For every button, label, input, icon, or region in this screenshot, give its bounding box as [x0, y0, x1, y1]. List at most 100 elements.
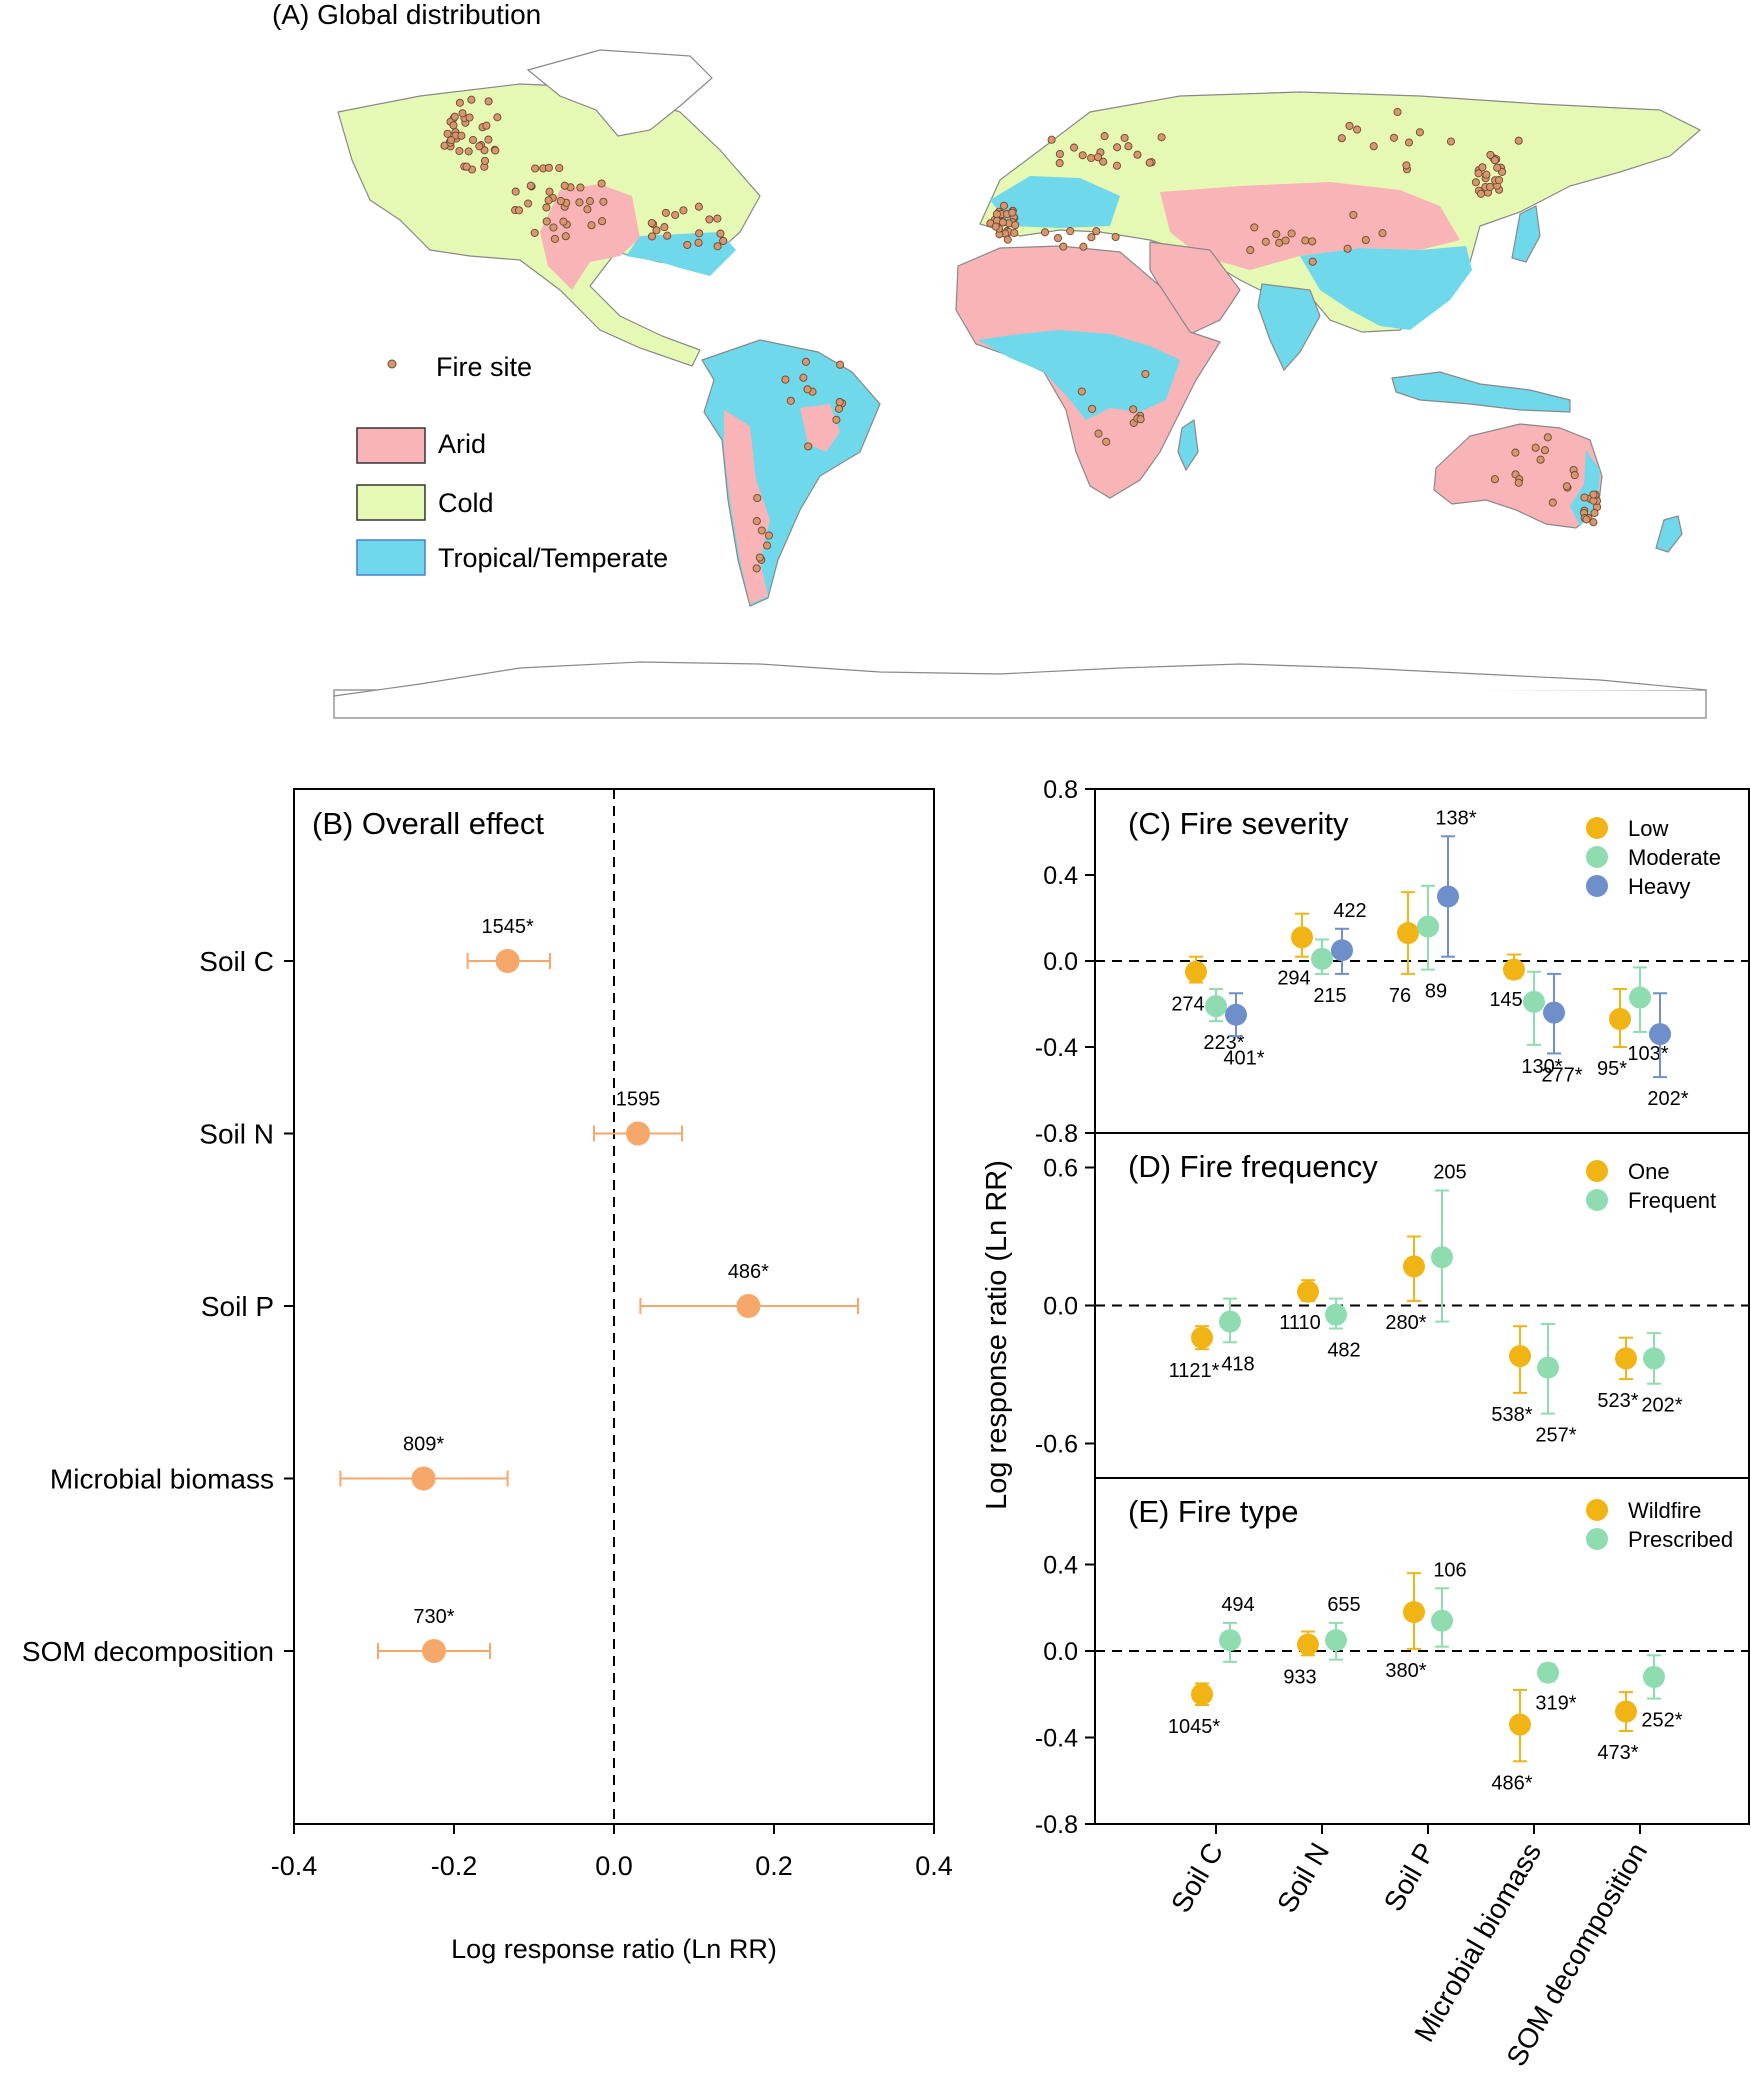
- point: [1225, 1003, 1247, 1026]
- fire-site-dot: [1308, 237, 1317, 246]
- fire-site-dot: [549, 223, 558, 232]
- point-label: 252*: [1641, 1710, 1682, 1732]
- fire-site-dot: [1102, 437, 1111, 446]
- fire-site-dot: [1078, 151, 1087, 160]
- panel-b-plot: -0.4 -0.2 0.0 0.2 0.4 Soil C 1545* Soil N 1595 So…: [22, 789, 953, 1881]
- fire-site-dot: [1562, 482, 1571, 491]
- fire-site-dot: [1345, 121, 1354, 130]
- panel-b-xtick-label: 0.2: [755, 1851, 793, 1881]
- fire-site-dot: [719, 236, 728, 245]
- point-label: 106: [1433, 1559, 1466, 1581]
- fire-site-dot: [559, 217, 568, 226]
- fire-site-dot: [764, 531, 773, 540]
- panel-b-point: [736, 1294, 761, 1318]
- fire-site-dot: [542, 203, 551, 212]
- fire-site-dot: [1590, 508, 1599, 518]
- point: [1537, 1356, 1559, 1379]
- panel-c-title: (C) Fire severity: [1128, 806, 1349, 841]
- panel-b-xlabel: Log response ratio (Ln RR): [451, 1934, 777, 1964]
- fire-site-dot: [1582, 515, 1591, 524]
- fire-site-dot: [1494, 176, 1504, 185]
- fire-site-dot: [1490, 475, 1499, 484]
- ytick-label: -0.6: [1035, 1431, 1078, 1459]
- fire-site-dot: [450, 112, 459, 121]
- region-indonesia: [1391, 371, 1571, 413]
- fire-site-dot: [1415, 128, 1424, 137]
- point-label: 130*: [1521, 1056, 1562, 1078]
- point: [1403, 1255, 1425, 1278]
- fire-site-dot: [587, 221, 596, 230]
- fire-site-dot: [663, 231, 672, 240]
- fire-site-dot: [1079, 242, 1088, 251]
- point: [1185, 960, 1207, 983]
- fire-site-dot: [694, 202, 703, 211]
- point: [1503, 958, 1525, 981]
- point-label: 401*: [1223, 1047, 1264, 1069]
- fire-site-dot: [1378, 229, 1387, 238]
- fire-site-dot: [753, 493, 762, 503]
- category-label: Soil P: [1378, 1838, 1441, 1917]
- fire-site-dot: [1059, 242, 1068, 251]
- point: [1219, 1629, 1241, 1652]
- fire-site-dot: [1129, 405, 1138, 414]
- fire-site-dot: [1087, 233, 1096, 242]
- legend-arid-label: Arid: [438, 429, 486, 459]
- fire-site-dot: [1543, 433, 1552, 442]
- point: [1431, 1246, 1453, 1269]
- fire-site-dot: [1145, 158, 1154, 167]
- fire-site-dot: [834, 404, 844, 413]
- point-label: 95*: [1597, 1058, 1627, 1080]
- fire-site-dot: [1404, 138, 1414, 147]
- point: [1437, 885, 1459, 908]
- point-label: 319*: [1535, 1692, 1576, 1714]
- point-label: 494: [1221, 1594, 1254, 1616]
- panel-b-category-label: Soil C: [199, 946, 274, 977]
- legend-tropical-label: Tropical/Temperate: [438, 543, 668, 573]
- fire-site-dot: [465, 113, 474, 122]
- point: [1191, 1326, 1213, 1349]
- panel-b-point-label: 1545*: [481, 916, 533, 938]
- ytick-label: 0.0: [1043, 948, 1078, 976]
- fire-site-dot: [1301, 236, 1310, 245]
- point-label: 1110: [1279, 1312, 1321, 1334]
- fire-site-dot: [1124, 142, 1133, 151]
- region-madagascar: [1177, 418, 1199, 472]
- panel-b-point-label: 1595: [616, 1089, 661, 1111]
- panel-b-point-label: 730*: [413, 1606, 454, 1628]
- panel-e-fire-type: (E) Fire type 0.4 0.0 -0.4 -0.8 Wildfire 1045…: [1035, 1477, 1750, 1839]
- fire-site-dot: [998, 218, 1007, 227]
- fire-site-dot: [526, 181, 535, 190]
- fire-site-dot: [991, 222, 1000, 231]
- panel-b-xtick-label: -0.4: [271, 1851, 318, 1881]
- fire-site-dot: [464, 147, 473, 156]
- fire-site-dot: [705, 215, 714, 224]
- point-label: 76: [1389, 985, 1411, 1007]
- panel-b-point: [411, 1466, 436, 1491]
- point-label: 418: [1221, 1353, 1254, 1375]
- point: [1523, 990, 1545, 1013]
- fire-site-dot: [1092, 227, 1101, 236]
- fire-site-dot: [484, 97, 493, 106]
- point: [1311, 947, 1333, 970]
- fire-site-dot: [555, 163, 564, 173]
- ytick-label: 0.0: [1043, 1638, 1078, 1666]
- fire-site-dot: [1157, 133, 1166, 142]
- fire-site-dot: [1580, 493, 1589, 502]
- fire-site-dot: [1113, 143, 1122, 152]
- fire-site-dot: [1040, 228, 1050, 237]
- antarctica: [333, 661, 1707, 697]
- legend-cold-label: Cold: [438, 488, 494, 518]
- fire-site-dot: [1055, 159, 1064, 168]
- fire-site-dot: [1589, 518, 1598, 527]
- fire-site-dot: [511, 187, 520, 196]
- fire-site-dot: [556, 196, 565, 206]
- fire-site-dot: [1476, 189, 1486, 198]
- point: [1509, 1713, 1531, 1736]
- fire-site-dot: [457, 131, 466, 140]
- fire-site-dot: [801, 357, 811, 366]
- fire-site-dot: [832, 415, 841, 424]
- fire-site-dot: [1136, 415, 1145, 424]
- legend-marker: [1586, 1189, 1608, 1211]
- legend-arid-swatch: [356, 427, 426, 464]
